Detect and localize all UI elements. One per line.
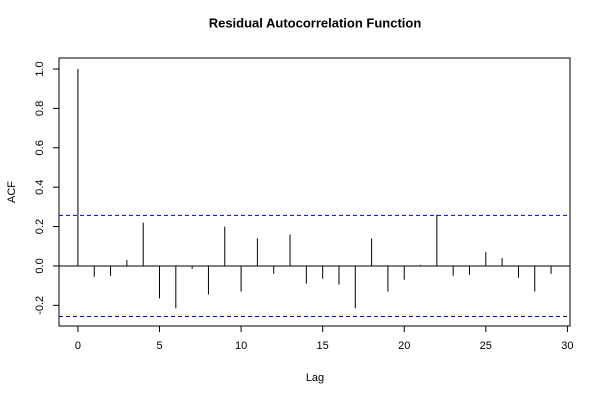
- y-tick-label: 1.0: [34, 61, 46, 76]
- y-tick-label: 0.8: [34, 101, 46, 116]
- x-axis-label: Lag: [306, 372, 324, 384]
- x-tick-label: 0: [75, 340, 81, 352]
- y-tick-label: 0.6: [34, 140, 46, 155]
- y-tick-label: -0.2: [34, 296, 46, 315]
- y-tick-label: 0.0: [34, 258, 46, 273]
- x-tick-label: 25: [480, 340, 492, 352]
- chart-title: Residual Autocorrelation Function: [209, 15, 422, 30]
- x-tick-label: 20: [398, 340, 410, 352]
- x-tick-label: 15: [317, 340, 329, 352]
- y-axis-label: ACF: [6, 181, 18, 203]
- x-tick-label: 30: [561, 340, 573, 352]
- plot-box: [58, 57, 571, 327]
- y-tick-label: 0.4: [34, 180, 46, 195]
- x-tick-label: 5: [156, 340, 162, 352]
- y-tick-label: 0.2: [34, 219, 46, 234]
- x-tick-label: 10: [235, 340, 247, 352]
